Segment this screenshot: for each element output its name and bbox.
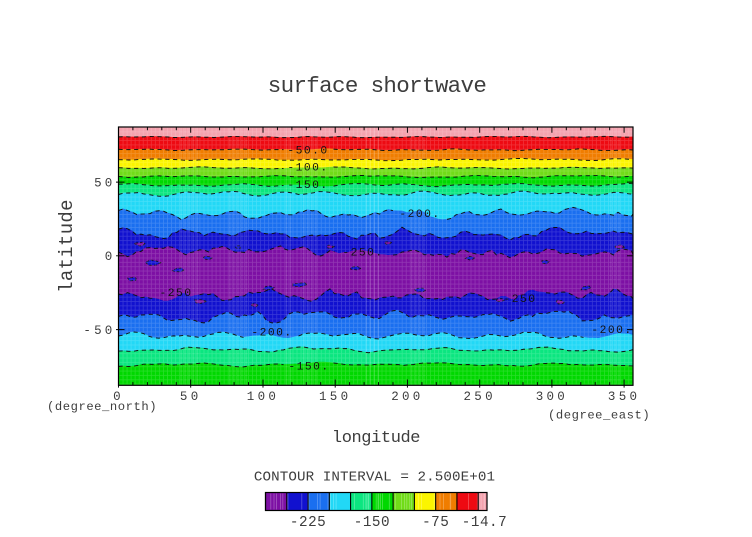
- svg-text:250: 250: [463, 390, 495, 404]
- svg-text:surface shortwave: surface shortwave: [268, 73, 487, 99]
- svg-text:150: 150: [319, 390, 351, 404]
- svg-text:300: 300: [536, 390, 568, 404]
- svg-text:-250: -250: [504, 294, 537, 306]
- svg-text:longitude: longitude: [332, 429, 420, 448]
- svg-text:100: 100: [247, 390, 279, 404]
- svg-text:latitude: latitude: [56, 199, 78, 293]
- svg-text:-150.: -150.: [287, 180, 328, 192]
- svg-text:50: 50: [94, 176, 115, 190]
- svg-text:0: 0: [105, 250, 116, 264]
- svg-text:-225: -225: [290, 515, 326, 531]
- svg-text:-100.: -100.: [287, 163, 328, 175]
- svg-text:-75: -75: [422, 515, 449, 531]
- svg-text:-150.: -150.: [288, 361, 329, 373]
- svg-text:50: 50: [180, 390, 202, 404]
- svg-text:-250.: -250.: [342, 248, 383, 260]
- svg-text:-50.0: -50.0: [287, 145, 328, 157]
- svg-text:0: 0: [113, 390, 124, 404]
- svg-text:-14.7: -14.7: [462, 515, 507, 531]
- svg-text:-250: -250: [160, 288, 193, 300]
- svg-text:-200.: -200.: [591, 325, 632, 337]
- svg-text:(degree_north): (degree_north): [47, 400, 157, 414]
- svg-text:-150: -150: [354, 515, 390, 531]
- svg-text:(degree_east): (degree_east): [548, 409, 650, 423]
- svg-text:CONTOUR INTERVAL = 2.500E+01: CONTOUR INTERVAL = 2.500E+01: [254, 470, 495, 486]
- svg-text:200: 200: [391, 390, 423, 404]
- svg-text:-200.: -200.: [399, 209, 440, 221]
- svg-text:350: 350: [608, 390, 640, 404]
- svg-text:-50: -50: [83, 324, 115, 338]
- svg-text:-200.: -200.: [251, 328, 292, 340]
